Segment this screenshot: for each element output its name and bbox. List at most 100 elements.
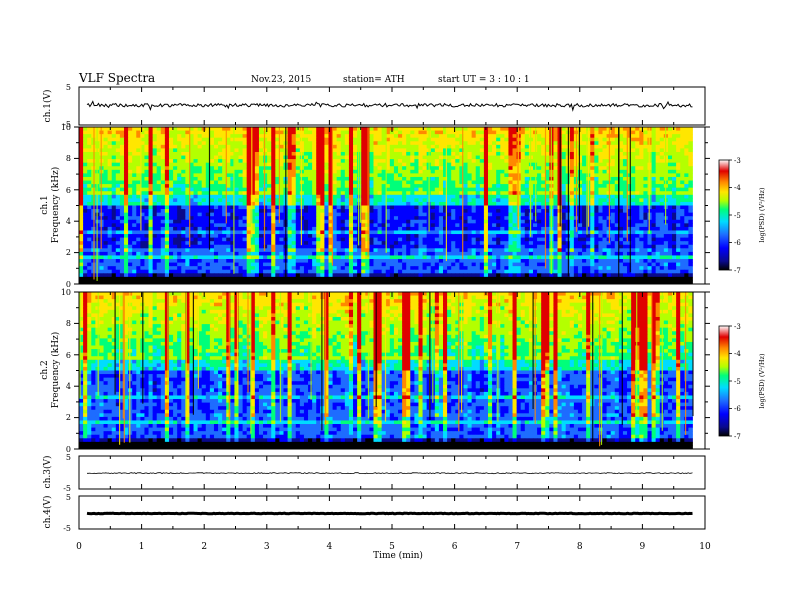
spectrogram-cell [271, 184, 276, 189]
spectrogram-cell [455, 230, 460, 235]
spectrogram-cell [582, 241, 587, 246]
spectrogram-cell [336, 162, 342, 167]
spectrogram-cell [132, 230, 137, 235]
spectrogram-cell [324, 191, 329, 196]
spectrogram-cell [254, 241, 260, 246]
spectrogram-cell [688, 237, 693, 242]
spectrogram-cell [140, 151, 145, 156]
spectrogram-cell [385, 166, 391, 171]
spectrogram-cell [287, 127, 293, 131]
spectrogram-cell [631, 137, 636, 142]
spectrogram-cell [451, 194, 456, 199]
spectrogram-cell [168, 134, 174, 139]
spectrogram-cell [123, 141, 129, 146]
spectrogram-cell [680, 219, 685, 224]
spectrogram-cell [377, 151, 383, 156]
spectrogram-cell [496, 162, 501, 167]
spectrogram-cell [324, 226, 329, 231]
spectrogram-cell [119, 134, 125, 139]
spectrogram-cell [361, 137, 366, 142]
spectrogram-cell [537, 191, 542, 196]
spectrogram-cell [303, 141, 309, 146]
spectrogram-cell [643, 230, 648, 235]
spectrogram-cell [344, 134, 350, 139]
spectrogram-cell [622, 241, 628, 246]
spectrogram-cell [324, 198, 329, 203]
spectrogram-cell [377, 216, 383, 221]
spectrogram-cell [577, 137, 583, 142]
spectrogram-cell [164, 244, 170, 249]
spectrogram-cell [218, 216, 223, 221]
spectrogram-cell [119, 159, 125, 164]
spectrogram-cell [361, 144, 366, 149]
spectrogram-cell [140, 219, 145, 224]
spectrogram-cell [602, 198, 607, 203]
spectrogram-cell [209, 151, 215, 156]
spectrogram-cell [144, 191, 149, 196]
spectrogram-cell [455, 173, 460, 178]
spectrogram-cell [631, 130, 636, 135]
spectrogram-cell [132, 212, 137, 217]
spectrogram-cell [545, 134, 550, 139]
spectrogram-cell [582, 155, 587, 160]
spectrogram-cell [398, 198, 403, 203]
spectrogram-cell [438, 205, 444, 210]
spectrogram-cell [258, 137, 264, 142]
spectrogram-cell [680, 162, 685, 167]
spectrogram-cell [569, 134, 575, 139]
spectrogram-cell [586, 237, 591, 242]
spectrogram-cell [156, 201, 162, 206]
spectrogram-cell [115, 151, 121, 156]
spectrogram-cell [455, 191, 460, 196]
spectrogram-cell [205, 209, 211, 214]
spectrogram-cell [316, 219, 321, 224]
spectrogram-cell [361, 237, 366, 242]
spectrogram-cell [287, 223, 293, 228]
station-label: station= ATH [343, 75, 405, 85]
spectrogram-cell [119, 216, 125, 221]
spectrogram-cell [193, 166, 199, 171]
spectrogram-cell [246, 141, 252, 146]
spectrogram-cell [643, 198, 648, 203]
spectrogram-cell [492, 141, 497, 146]
spectrogram-cell [594, 166, 599, 171]
spectrogram-cell [242, 127, 248, 131]
spectrogram-cell [512, 201, 518, 206]
spectrogram-cell [418, 151, 423, 156]
spectrogram-cell [631, 241, 636, 246]
spectrogram-cell [475, 234, 481, 239]
spectrogram-cell [275, 173, 280, 178]
spectrogram-cell [614, 169, 620, 174]
spectrogram-cell [582, 141, 587, 146]
spectrogram-cell [263, 187, 268, 192]
spectrogram-cell [614, 134, 620, 139]
spectrogram-cell [659, 155, 665, 160]
spectrogram-cell [369, 198, 374, 203]
spectrogram-cell [205, 198, 211, 203]
spectrogram-cell [402, 176, 407, 181]
spectrogram-cell [332, 173, 338, 178]
spectrogram-cell [353, 226, 358, 231]
spectrogram-cell [213, 201, 219, 206]
spectrogram-cell [328, 148, 333, 153]
spectrogram-cell [561, 241, 567, 246]
spectrogram-cell [201, 187, 207, 192]
spectrogram-cell [500, 166, 505, 171]
spectrogram-cell [655, 159, 661, 164]
spectrogram-cell [312, 216, 317, 221]
spectrogram-cell [320, 151, 325, 156]
spectrogram-cell [520, 127, 526, 131]
spectrogram-cell [496, 173, 501, 178]
spectrogram-cell [160, 162, 166, 167]
spectrogram-cell [205, 223, 211, 228]
spectrogram-cell [545, 151, 550, 156]
spectrogram-cell [688, 234, 693, 239]
spectrogram-cell [471, 216, 477, 221]
spectrogram-cell [594, 162, 599, 167]
spectrogram-cell [218, 234, 223, 239]
spectrogram-cell [152, 144, 158, 149]
spectrogram-cell [618, 166, 624, 171]
spectrogram-cell [389, 166, 395, 171]
spectrogram-cell [332, 187, 338, 192]
spectrogram-cell [295, 191, 301, 196]
